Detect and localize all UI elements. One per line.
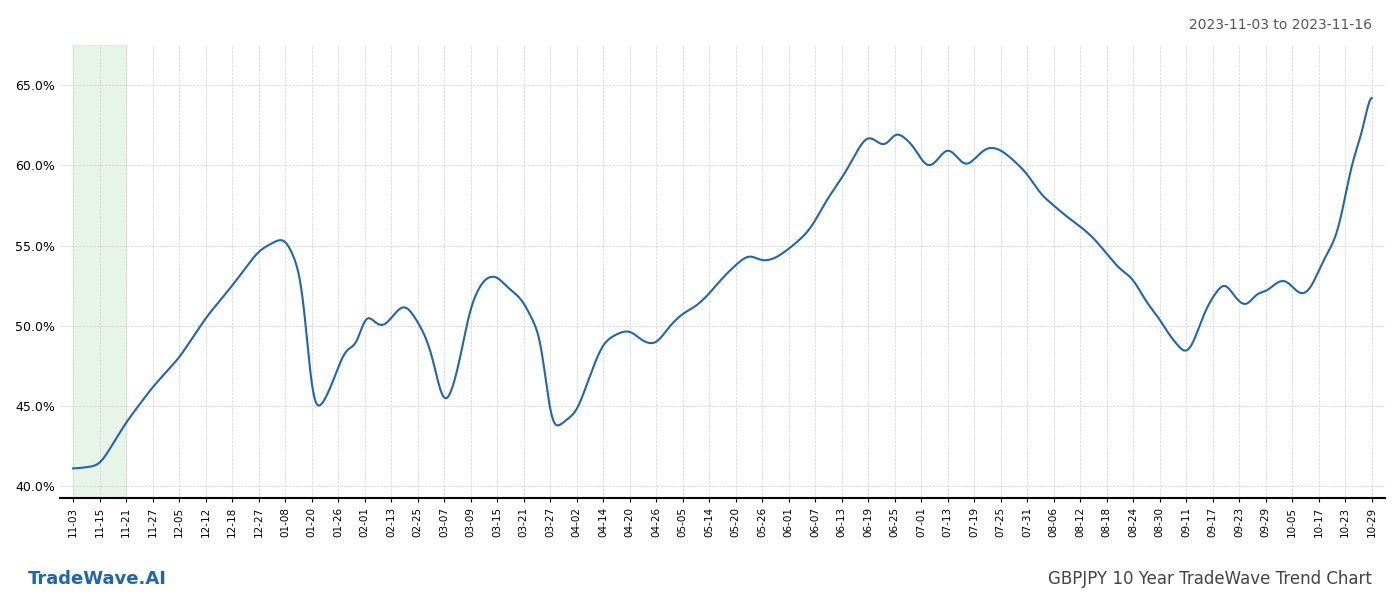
- Text: 2023-11-03 to 2023-11-16: 2023-11-03 to 2023-11-16: [1189, 18, 1372, 32]
- Bar: [73, 45, 126, 498]
- Text: GBPJPY 10 Year TradeWave Trend Chart: GBPJPY 10 Year TradeWave Trend Chart: [1049, 570, 1372, 588]
- Text: TradeWave.AI: TradeWave.AI: [28, 570, 167, 588]
